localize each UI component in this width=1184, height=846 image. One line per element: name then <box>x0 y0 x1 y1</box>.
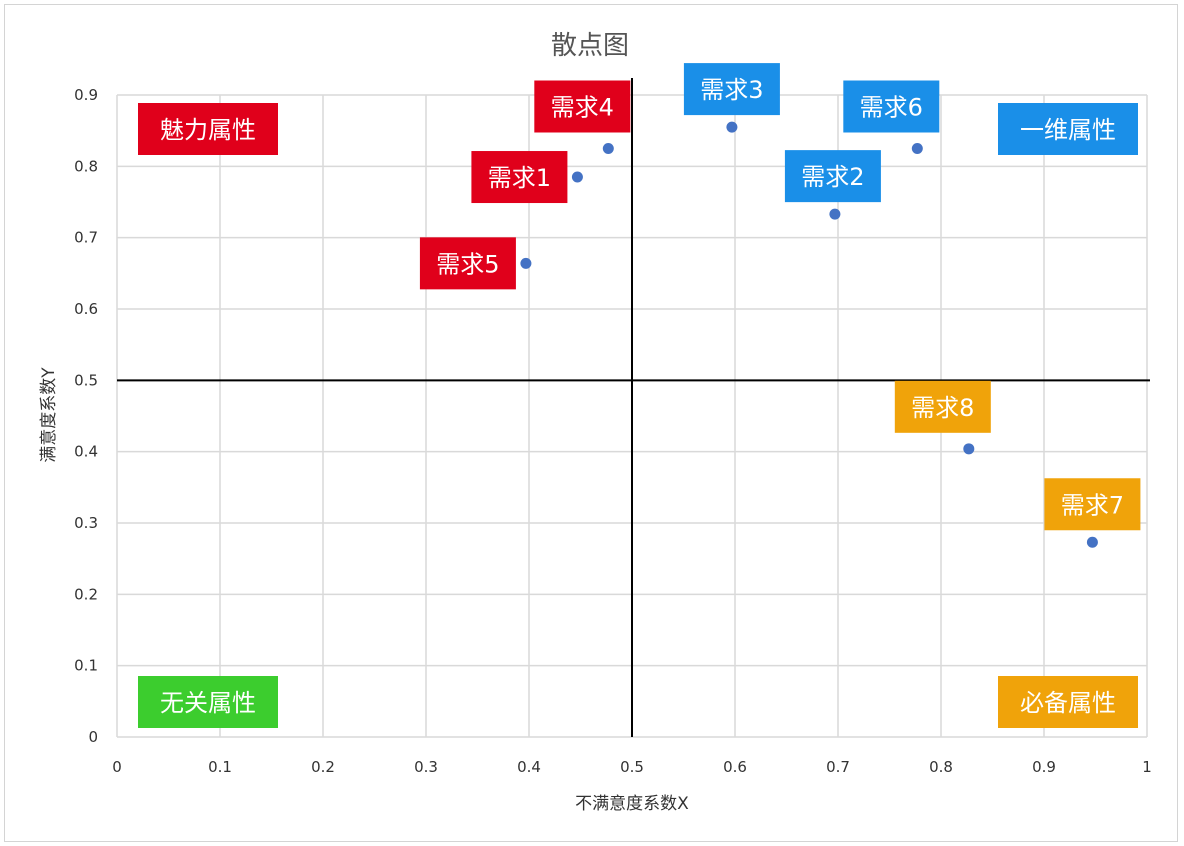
quadrant-label-bottom-left-text: 无关属性 <box>160 689 256 717</box>
data-point <box>1086 536 1098 548</box>
x-axis-title: 不满意度系数X <box>575 794 689 814</box>
y-tick-label: 0.4 <box>74 443 98 461</box>
point-label-text: 需求5 <box>436 250 499 278</box>
data-point <box>571 171 583 183</box>
x-axis-ticks: 0 0.1 0.2 0.3 0.4 0.5 0.6 0.7 0.8 0.9 1 <box>112 758 1152 776</box>
quadrant-label-bottom-right-bg <box>998 676 1138 728</box>
y-tick-label: 0.3 <box>74 514 98 532</box>
x-tick-label: 0.8 <box>929 758 953 776</box>
quadrant-label-top-left-bg <box>138 103 278 155</box>
x-tick-label: 0.9 <box>1032 758 1056 776</box>
quadrant-label-bottom-right-text: 必备属性 <box>1020 689 1116 717</box>
point-label: 需求4 <box>534 80 631 133</box>
point-label: 需求5 <box>419 237 516 290</box>
x-tick-label: 0.5 <box>620 758 644 776</box>
quadrant-label-bottom-left-bg <box>138 676 278 728</box>
x-tick-label: 0 <box>112 758 122 776</box>
y-tick-label: 0.6 <box>74 300 98 318</box>
quadrant-label-top-right: 一维属性 <box>998 103 1138 155</box>
quadrant-label-top-left: 魅力属性 <box>138 103 278 155</box>
x-tick-label: 0.2 <box>311 758 335 776</box>
y-axis-title: 满意度系数Y <box>39 367 59 463</box>
data-point <box>829 208 841 220</box>
y-tick-label: 0.7 <box>74 229 98 247</box>
reference-lines <box>117 78 1150 737</box>
y-tick-label: 0 <box>88 728 98 746</box>
point-label-text: 需求3 <box>700 76 763 104</box>
point-label: 需求7 <box>1044 478 1141 531</box>
point-label-text: 需求6 <box>860 94 923 122</box>
x-tick-label: 0.6 <box>723 758 747 776</box>
y-axis-ticks: 0 0.1 0.2 0.3 0.4 0.5 0.6 0.7 0.8 0.9 <box>74 86 98 746</box>
quadrant-label-bottom-left: 无关属性 <box>138 676 278 728</box>
point-labels: 需求1 需求2 需求3 需求4 需求5 需求6 需求7 需求8 <box>419 63 1141 531</box>
point-label-bg <box>843 80 940 133</box>
data-point <box>520 257 532 269</box>
y-tick-label: 0.1 <box>74 657 98 675</box>
quadrant-label-top-right-bg <box>998 103 1138 155</box>
x-tick-label: 0.1 <box>208 758 232 776</box>
quadrant-label-bottom-right: 必备属性 <box>998 676 1138 728</box>
point-label-text: 需求4 <box>551 94 614 122</box>
y-tick-label: 0.5 <box>74 371 98 389</box>
y-tick-label: 0.9 <box>74 86 98 104</box>
point-label: 需求2 <box>784 150 881 203</box>
point-label-text: 需求8 <box>911 394 974 422</box>
data-points <box>520 121 1098 548</box>
point-label-bg <box>1044 478 1141 531</box>
point-label-text: 需求1 <box>488 164 551 192</box>
x-tick-label: 0.4 <box>517 758 541 776</box>
point-label-bg <box>419 237 516 290</box>
y-tick-label: 0.8 <box>74 157 98 175</box>
point-label: 需求1 <box>471 151 568 204</box>
chart-title: 散点图 <box>551 31 629 61</box>
x-tick-label: 0.3 <box>414 758 438 776</box>
data-point <box>602 143 614 154</box>
data-point <box>726 121 738 133</box>
y-tick-label: 0.2 <box>74 585 98 603</box>
point-label: 需求6 <box>843 80 940 133</box>
point-label: 需求8 <box>894 380 991 433</box>
data-point <box>911 143 923 154</box>
point-label-bg <box>784 150 881 203</box>
point-label: 需求3 <box>683 63 780 116</box>
point-label-bg <box>534 80 631 133</box>
data-point <box>963 443 975 455</box>
x-tick-label: 1 <box>1142 758 1152 776</box>
point-label-text: 需求7 <box>1061 491 1124 519</box>
point-label-bg <box>683 63 780 116</box>
point-label-bg <box>471 151 568 204</box>
x-tick-label: 0.7 <box>826 758 850 776</box>
point-label-text: 需求2 <box>801 163 864 191</box>
quadrant-label-top-left-text: 魅力属性 <box>160 116 256 144</box>
point-label-bg <box>894 380 991 433</box>
quadrant-label-top-right-text: 一维属性 <box>1020 116 1116 144</box>
